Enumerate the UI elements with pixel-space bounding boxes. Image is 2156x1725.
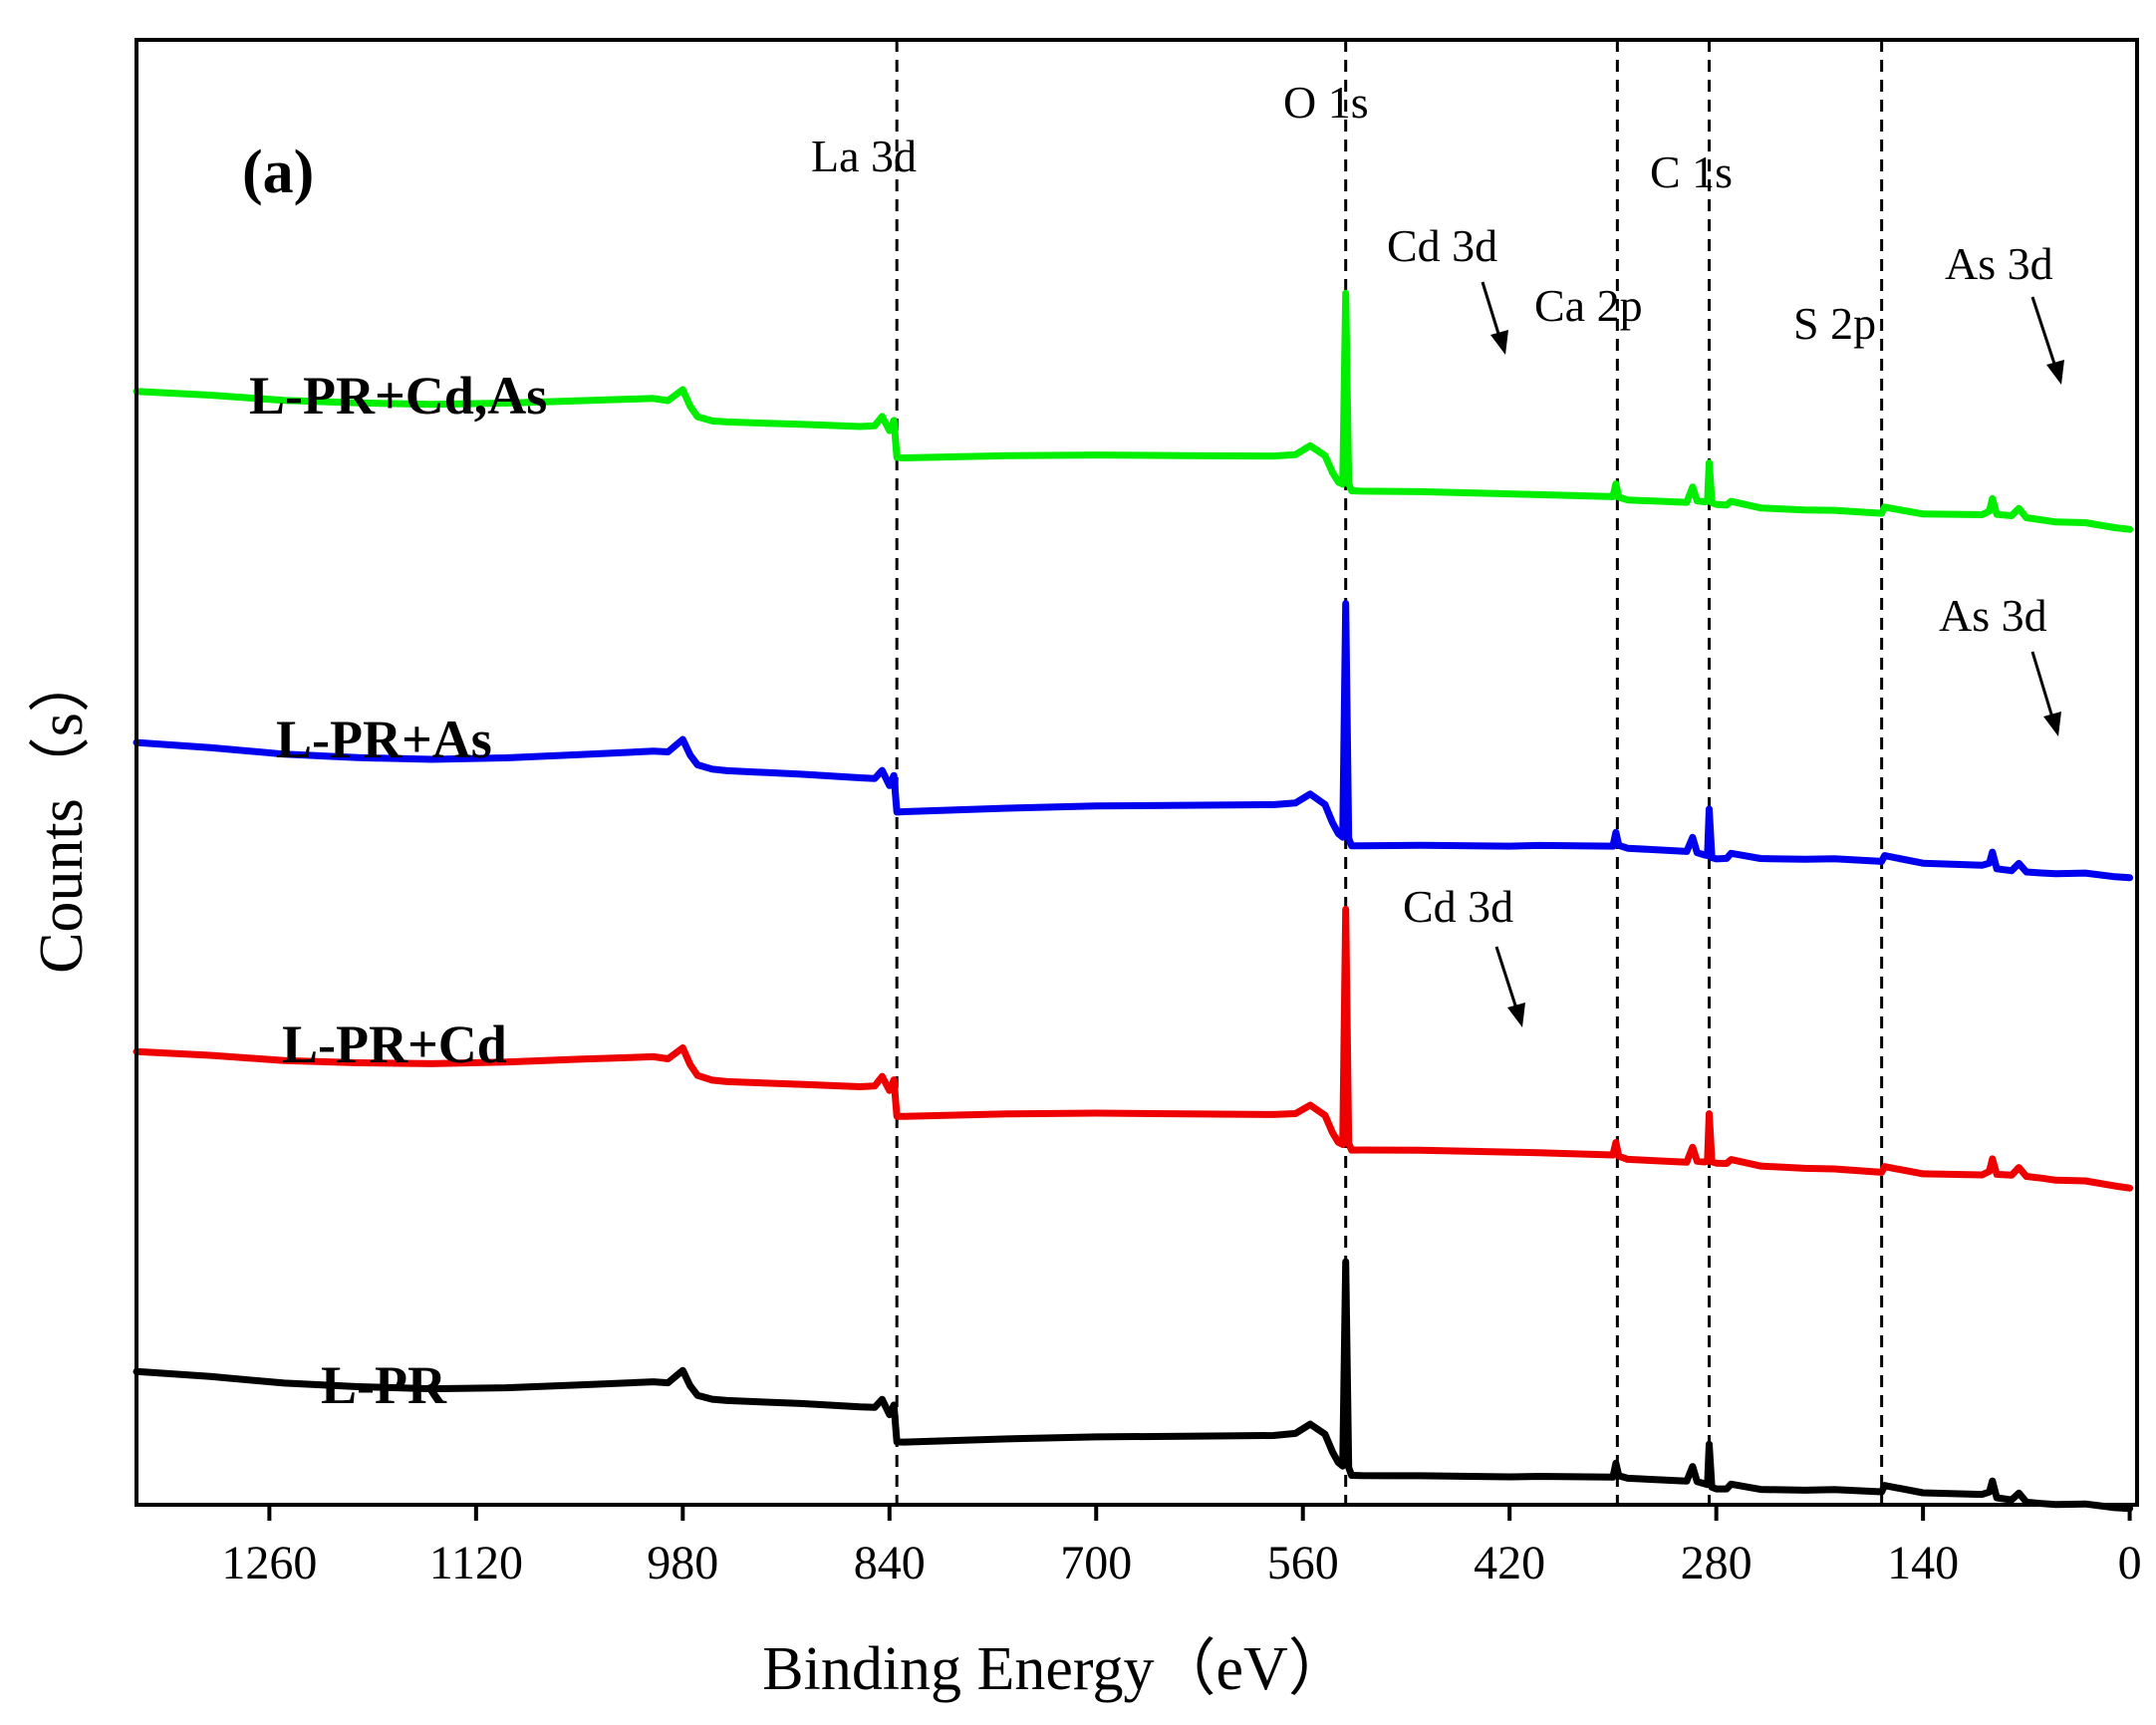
annotation-arrows <box>1481 281 2064 1027</box>
series-line-l-pr-as <box>133 600 2134 882</box>
series-layer <box>133 289 2134 1513</box>
series-line-l-pr-cd <box>133 906 2134 1192</box>
x-tick-label: 980 <box>647 1537 718 1589</box>
peak-label-la3d: La 3d <box>811 131 917 181</box>
arrow-cd3d-low <box>1494 946 1525 1027</box>
series-label-l-pr-cd: L-PR+Cd <box>282 1014 507 1074</box>
series-label-l-pr-as: L-PR+As <box>276 710 492 769</box>
peak-label-as3d-top: As 3d <box>1945 238 2053 289</box>
peak-label-ca2p: Ca 2p <box>1534 280 1643 331</box>
peak-label-cd3d-low: Cd 3d <box>1403 881 1513 932</box>
y-axis-title: Counts（s） <box>28 651 96 974</box>
arrow-as3d-mid <box>2030 651 2061 736</box>
peak-label-s2p: S 2p <box>1793 298 1876 349</box>
series-label-l-pr-cd-as: L-PR+Cd,As <box>249 366 547 426</box>
series-line-l-pr <box>133 1258 2134 1513</box>
x-tick-label: 0 <box>2118 1537 2142 1589</box>
x-tick-label: 700 <box>1060 1537 1132 1589</box>
x-tick-label: 420 <box>1474 1537 1545 1589</box>
x-ticks: 1260 1120 980 840 700 560 420 280 140 0 <box>221 1505 2142 1589</box>
peak-label-o1s: O 1s <box>1283 77 1369 128</box>
x-tick-label: 560 <box>1267 1537 1339 1589</box>
peak-label-cd3d-top: Cd 3d <box>1387 220 1497 271</box>
x-tick-label: 1260 <box>221 1537 317 1589</box>
series-line-l-pr-cd-as <box>133 289 2134 533</box>
arrow-as3d-top <box>2030 296 2064 385</box>
x-axis-title: Binding Energy（eV） <box>762 1635 1350 1703</box>
arrow-cd3d-top <box>1481 281 1508 355</box>
x-tick-label: 280 <box>1681 1537 1752 1589</box>
series-label-l-pr: L-PR <box>321 1355 447 1415</box>
axes-layer <box>135 38 2139 1507</box>
x-tick-label: 840 <box>854 1537 926 1589</box>
peak-label-as3d-mid: As 3d <box>1939 590 2047 641</box>
panel-label: (a) <box>242 139 314 206</box>
peak-label-c1s: C 1s <box>1650 146 1733 197</box>
x-tick-label: 140 <box>1887 1537 1959 1589</box>
x-tick-label: 1120 <box>429 1537 523 1589</box>
plot-frame <box>135 38 2139 1507</box>
